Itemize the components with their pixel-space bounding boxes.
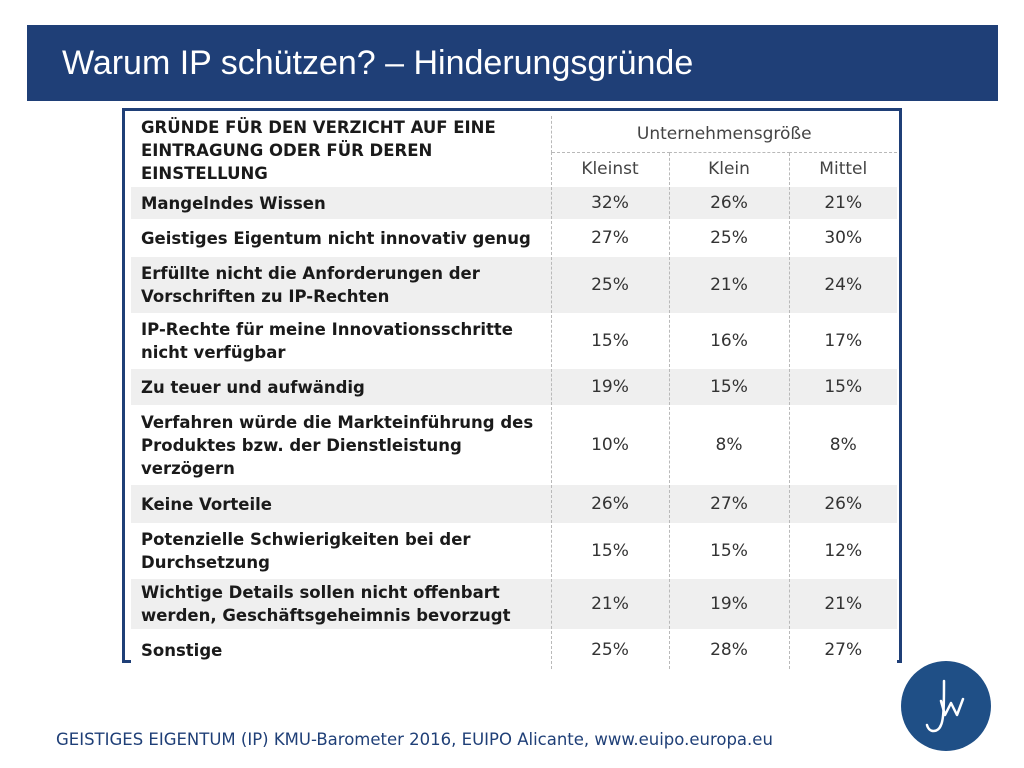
row-label: Erfüllte nicht die Anforderungen der Vor… xyxy=(131,256,552,315)
table-row: Geistiges Eigentum nicht innovativ genug… xyxy=(131,220,897,257)
reasons-table: GRÜNDE FÜR DEN VERZICHT AUF EINE EINTRAG… xyxy=(131,116,897,671)
table-row: Potenzielle Schwierigkeiten bei der Durc… xyxy=(131,524,897,579)
cell-value: 28% xyxy=(669,630,790,671)
row-label: Keine Vorteile xyxy=(131,484,552,525)
cell-value: 32% xyxy=(551,186,670,221)
table-row: Erfüllte nicht die Anforderungen der Vor… xyxy=(131,256,897,315)
slide-title: Warum IP schützen? – Hinderungsgründe xyxy=(62,43,694,82)
cell-value: 12% xyxy=(789,524,897,579)
table-row: Mangelndes Wissen 32% 26% 21% xyxy=(131,186,897,221)
cell-value: 25% xyxy=(551,630,670,671)
cell-value: 17% xyxy=(789,314,897,369)
footer-source: GEISTIGES EIGENTUM (IP) KMU-Barometer 20… xyxy=(56,730,773,749)
cell-value: 21% xyxy=(551,578,670,631)
cell-value: 30% xyxy=(789,220,897,257)
cell-value: 27% xyxy=(669,484,790,525)
cell-value: 16% xyxy=(669,314,790,369)
cell-value: 15% xyxy=(669,524,790,579)
title-bar: Warum IP schützen? – Hinderungsgründe xyxy=(27,25,998,101)
cell-value: 15% xyxy=(669,368,790,407)
cell-value: 15% xyxy=(551,524,670,579)
cell-value: 19% xyxy=(551,368,670,407)
table-header-label: GRÜNDE FÜR DEN VERZICHT AUF EINE EINTRAG… xyxy=(131,116,552,187)
table-row: Sonstige 25% 28% 27% xyxy=(131,630,897,671)
row-label: Sonstige xyxy=(131,630,552,671)
table-row: Verfahren würde die Markteinführung des … xyxy=(131,406,897,485)
cell-value: 21% xyxy=(789,186,897,221)
row-label: Verfahren würde die Markteinführung des … xyxy=(131,406,552,485)
cell-value: 26% xyxy=(789,484,897,525)
cell-value: 10% xyxy=(551,406,670,485)
cell-value: 25% xyxy=(669,220,790,257)
cell-value: 21% xyxy=(789,578,897,631)
jw-logo-icon xyxy=(925,679,965,733)
table-frame: GRÜNDE FÜR DEN VERZICHT AUF EINE EINTRAG… xyxy=(122,108,902,671)
row-label: Geistiges Eigentum nicht innovativ genug xyxy=(131,220,552,257)
cell-value: 8% xyxy=(669,406,790,485)
cell-value: 21% xyxy=(669,256,790,315)
column-header-klein: Klein xyxy=(669,152,790,187)
cell-value: 24% xyxy=(789,256,897,315)
cell-value: 27% xyxy=(789,630,897,671)
column-header-kleinst: Kleinst xyxy=(551,152,670,187)
cell-value: 26% xyxy=(669,186,790,221)
row-label: Mangelndes Wissen xyxy=(131,186,552,221)
row-label: Zu teuer und aufwändig xyxy=(131,368,552,407)
row-label: IP-Rechte für meine Innovationsschritte … xyxy=(131,314,552,369)
cell-value: 8% xyxy=(789,406,897,485)
row-label: Wichtige Details sollen nicht offenbart … xyxy=(131,578,552,631)
cell-value: 25% xyxy=(551,256,670,315)
table-row: Keine Vorteile 26% 27% 26% xyxy=(131,484,897,525)
row-label: Potenzielle Schwierigkeiten bei der Durc… xyxy=(131,524,552,579)
cell-value: 15% xyxy=(789,368,897,407)
table-row: IP-Rechte für meine Innovationsschritte … xyxy=(131,314,897,369)
cell-value: 26% xyxy=(551,484,670,525)
jw-monogram-logo xyxy=(901,661,991,751)
cell-value: 19% xyxy=(669,578,790,631)
table-row: Wichtige Details sollen nicht offenbart … xyxy=(131,578,897,631)
cell-value: 15% xyxy=(551,314,670,369)
cell-value: 27% xyxy=(551,220,670,257)
group-header: Unternehmensgröße xyxy=(551,116,897,153)
table-row: Zu teuer und aufwändig 19% 15% 15% xyxy=(131,368,897,407)
column-header-mittel: Mittel xyxy=(789,152,897,187)
